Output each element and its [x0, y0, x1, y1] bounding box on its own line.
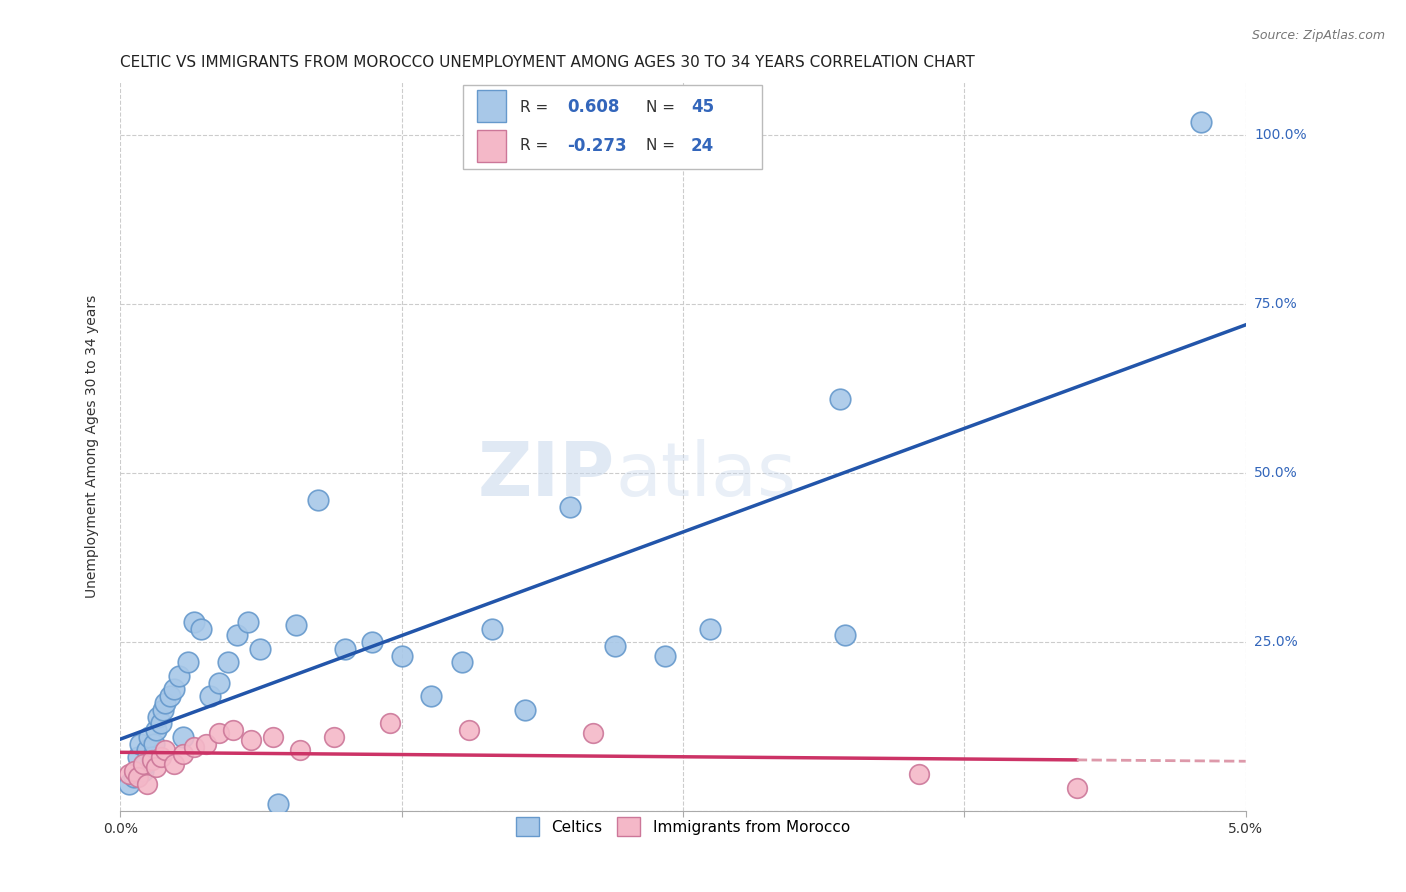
- Point: [419, 690, 441, 704]
- Point: [152, 703, 174, 717]
- Point: [284, 618, 307, 632]
- Text: 100.0%: 100.0%: [1254, 128, 1306, 142]
- Point: [458, 723, 481, 737]
- Point: [481, 622, 503, 636]
- Point: [194, 737, 217, 751]
- Point: [183, 615, 205, 629]
- Point: [267, 797, 290, 812]
- Point: [908, 767, 931, 781]
- Point: [131, 764, 153, 778]
- Point: [830, 392, 852, 406]
- Point: [148, 709, 170, 723]
- Point: [380, 716, 402, 731]
- Point: [335, 641, 357, 656]
- Point: [217, 656, 239, 670]
- Point: [145, 723, 167, 737]
- Point: [118, 777, 141, 791]
- Text: 45: 45: [690, 98, 714, 116]
- Point: [122, 771, 145, 785]
- Text: R =: R =: [520, 100, 553, 115]
- Point: [605, 639, 627, 653]
- Point: [183, 739, 205, 754]
- Point: [153, 743, 176, 757]
- Point: [1189, 114, 1212, 128]
- Point: [149, 750, 172, 764]
- Text: 25.0%: 25.0%: [1254, 635, 1298, 649]
- Point: [391, 648, 413, 663]
- Text: atlas: atlas: [616, 439, 796, 512]
- Legend: Celtics, Immigrants from Morocco: Celtics, Immigrants from Morocco: [509, 810, 858, 844]
- Point: [159, 690, 181, 704]
- Point: [141, 750, 163, 764]
- Point: [699, 622, 721, 636]
- Point: [149, 716, 172, 731]
- Point: [153, 696, 176, 710]
- Point: [129, 737, 152, 751]
- Point: [141, 754, 163, 768]
- Point: [163, 756, 186, 771]
- Point: [190, 622, 212, 636]
- Text: -0.273: -0.273: [567, 137, 627, 155]
- Point: [560, 500, 582, 514]
- Point: [208, 675, 231, 690]
- Point: [172, 730, 194, 744]
- Point: [136, 777, 159, 791]
- Bar: [477, 90, 506, 122]
- Point: [262, 730, 284, 744]
- Point: [290, 743, 312, 757]
- Text: 75.0%: 75.0%: [1254, 297, 1298, 311]
- Text: R =: R =: [520, 138, 553, 153]
- Point: [221, 723, 243, 737]
- Point: [307, 493, 329, 508]
- Text: Source: ZipAtlas.com: Source: ZipAtlas.com: [1251, 29, 1385, 42]
- Point: [239, 733, 262, 747]
- Text: 24: 24: [690, 137, 714, 155]
- Point: [134, 756, 156, 771]
- Point: [131, 756, 153, 771]
- Point: [127, 771, 149, 785]
- Point: [136, 743, 159, 757]
- Text: CELTIC VS IMMIGRANTS FROM MOROCCO UNEMPLOYMENT AMONG AGES 30 TO 34 YEARS CORRELA: CELTIC VS IMMIGRANTS FROM MOROCCO UNEMPL…: [120, 55, 974, 70]
- Bar: [477, 129, 506, 161]
- Point: [198, 690, 221, 704]
- Point: [323, 730, 346, 744]
- Point: [138, 730, 160, 744]
- Point: [654, 648, 676, 663]
- Point: [167, 669, 190, 683]
- Point: [122, 764, 145, 778]
- Text: ZIP: ZIP: [478, 439, 616, 512]
- Point: [176, 656, 198, 670]
- Bar: [464, 85, 762, 169]
- Point: [249, 641, 271, 656]
- Point: [142, 737, 165, 751]
- Point: [127, 750, 149, 764]
- Point: [582, 726, 605, 740]
- Point: [515, 703, 537, 717]
- Text: 0.608: 0.608: [567, 98, 620, 116]
- Point: [361, 635, 384, 649]
- Text: N =: N =: [645, 138, 679, 153]
- Text: N =: N =: [645, 100, 679, 115]
- Point: [238, 615, 260, 629]
- Point: [145, 760, 167, 774]
- Point: [118, 767, 141, 781]
- Text: 50.0%: 50.0%: [1254, 467, 1298, 480]
- Point: [226, 628, 249, 642]
- Point: [1066, 780, 1088, 795]
- Point: [451, 656, 474, 670]
- Point: [208, 726, 231, 740]
- Point: [163, 682, 186, 697]
- Point: [834, 628, 856, 642]
- Point: [172, 747, 194, 761]
- Y-axis label: Unemployment Among Ages 30 to 34 years: Unemployment Among Ages 30 to 34 years: [86, 294, 100, 598]
